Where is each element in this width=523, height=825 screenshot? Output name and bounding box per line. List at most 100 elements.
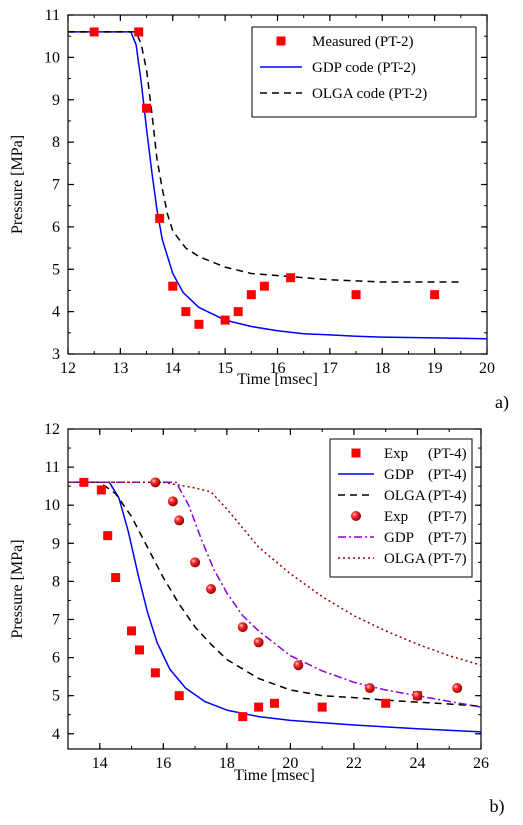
legend-marker-0 — [276, 36, 286, 46]
x-tick-label: 14 — [165, 360, 181, 377]
legend-tag-5: (PT-7) — [428, 551, 467, 567]
panel-label: a) — [495, 392, 509, 413]
series-0-point — [127, 626, 137, 636]
x-tick-label: 19 — [427, 360, 443, 377]
series-3-point — [452, 683, 463, 694]
x-tick-label: 20 — [479, 360, 495, 377]
series-3-point — [293, 660, 304, 671]
plot-area — [68, 31, 487, 340]
series-0-point — [168, 281, 178, 291]
series-0-point — [254, 702, 264, 712]
x-tick-label: 20 — [282, 755, 298, 772]
series-0-point — [246, 290, 256, 300]
series-0-point — [238, 712, 248, 722]
legend-name-2: OLGA code (PT-2) — [312, 86, 427, 102]
series-line-4 — [68, 481, 481, 708]
x-tick-label: 17 — [322, 360, 338, 377]
series-3-point — [412, 690, 423, 701]
y-tick-label: 12 — [44, 421, 60, 438]
series-0-point — [430, 290, 440, 300]
x-tick-label: 18 — [219, 755, 235, 772]
y-tick-label: 4 — [52, 304, 60, 321]
y-tick-label: 7 — [52, 177, 60, 194]
series-3-point — [364, 683, 375, 694]
x-tick-label: 24 — [409, 755, 425, 772]
x-tick-label: 26 — [473, 755, 489, 772]
x-tick-label: 12 — [60, 360, 76, 377]
y-tick-label: 8 — [52, 134, 60, 151]
series-0-point — [89, 27, 99, 37]
series-0-point — [233, 307, 243, 317]
y-tick-label: 11 — [45, 7, 60, 24]
series-3-point — [174, 515, 185, 526]
legend-name-2: OLGA — [384, 488, 426, 504]
legend-tag-0: (PT-4) — [428, 446, 467, 462]
plot-frame — [67, 428, 482, 750]
y-tick-label: 3 — [52, 346, 60, 363]
legend-tag-4: (PT-7) — [428, 530, 467, 546]
y-tick-label: 8 — [52, 573, 60, 590]
legend-box — [251, 26, 477, 118]
series-0-point — [317, 702, 327, 712]
series-line-5 — [68, 481, 481, 666]
legend-tag-2: (PT-4) — [428, 488, 467, 504]
series-0-point — [270, 698, 279, 708]
x-axis-label: Time [msec] — [234, 767, 315, 784]
series-0-point — [381, 698, 391, 708]
series-0-point — [351, 290, 361, 300]
y-tick-label: 5 — [52, 688, 60, 705]
x-tick-label: 16 — [270, 360, 286, 377]
series-3-point — [190, 557, 201, 568]
legend-box — [329, 438, 473, 578]
legend: Exp (PT-4)GDP (PT-4)OLGA (PT-4)Exp (PT-7)GDP… — [329, 438, 473, 578]
legend-name-3: Exp — [384, 509, 408, 525]
legend-tag-1: (PT-4) — [428, 467, 467, 483]
series-0-point — [134, 27, 144, 37]
series-0-point — [155, 213, 165, 223]
y-tick-label: 10 — [44, 497, 60, 514]
y-tick-label: 4 — [52, 726, 60, 743]
y-tick-label: 7 — [52, 611, 60, 628]
y-tick-label: 5 — [52, 261, 60, 278]
series-0-point — [174, 691, 184, 701]
chart-panel-a: 12 13 14 15 16 17 18 19 20 3 4 5 6 7 8 9 10 11 Time [msec]… — [9, 7, 509, 413]
series-line-1 — [68, 481, 481, 733]
series-0-point — [194, 319, 204, 329]
legend-name-1: GDP — [384, 467, 414, 483]
series-0-point — [181, 307, 191, 317]
series-0-point — [220, 315, 230, 325]
chart-panel-b: 14 16 18 20 22 24 26 4 5 6 7 8 9 10 11 12 Time [msec] Pre… — [9, 421, 505, 817]
series-0-point — [259, 281, 269, 291]
legend-tag-3: (PT-7) — [428, 509, 467, 525]
series-0-point — [111, 573, 121, 583]
series-0-point — [142, 103, 152, 113]
series-3-point — [237, 622, 248, 633]
series-line-2 — [68, 481, 481, 708]
y-tick-label: 9 — [52, 535, 60, 552]
x-tick-label: 18 — [374, 360, 390, 377]
series-0-point — [150, 668, 160, 678]
legend-marker-0 — [351, 448, 361, 458]
panel-label: b) — [490, 796, 505, 817]
y-axis-label: Pressure [MPa] — [9, 135, 26, 234]
y-axis-label: Pressure [MPa] — [9, 539, 26, 638]
legend-name-4: GDP — [384, 530, 414, 546]
x-tick-label: 16 — [155, 755, 171, 772]
series-line-1 — [68, 31, 487, 340]
x-axis-label: Time [msec] — [237, 371, 318, 388]
x-tick-label: 13 — [112, 360, 128, 377]
series-3-point — [205, 584, 216, 594]
y-tick-label: 6 — [52, 650, 60, 667]
legend-name-1: GDP code (PT-2) — [312, 60, 416, 76]
series-line-2 — [68, 31, 461, 283]
series-0-point — [286, 273, 296, 283]
series-3-point — [167, 496, 178, 507]
legend-name-0: Measured (PT-2) — [312, 34, 414, 50]
x-tick-label: 22 — [346, 755, 362, 772]
x-tick-label: 14 — [92, 755, 108, 772]
legend-name-0: Exp — [384, 446, 408, 462]
y-tick-label: 6 — [52, 219, 60, 236]
plot-area — [68, 481, 481, 733]
y-tick-label: 9 — [52, 92, 60, 109]
